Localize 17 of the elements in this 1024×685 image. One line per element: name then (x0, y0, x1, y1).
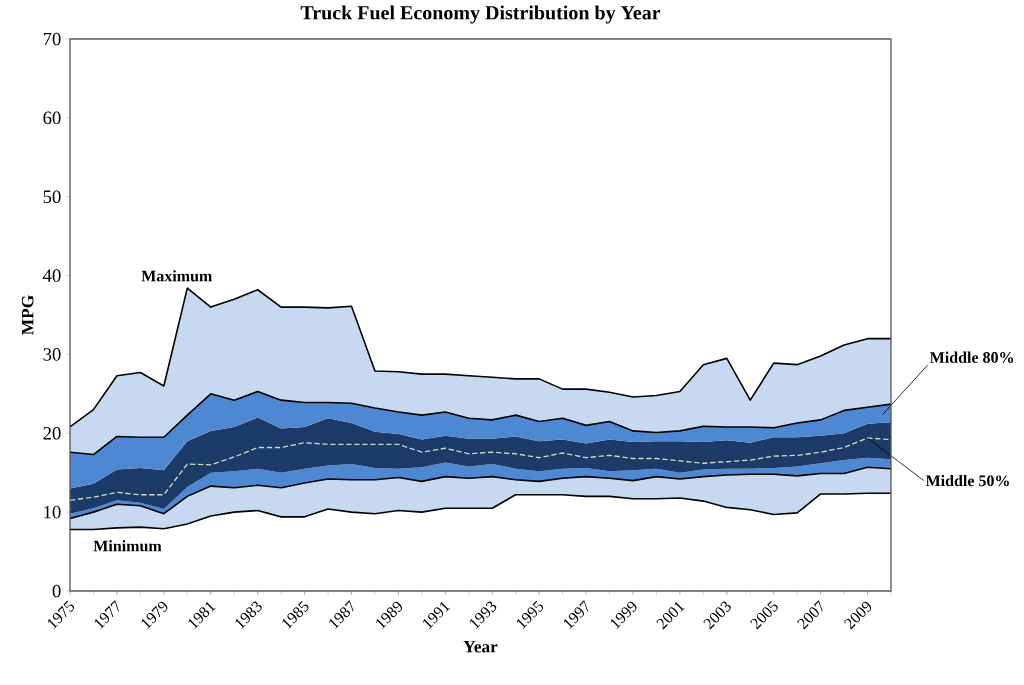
annotation: Minimum (93, 540, 162, 552)
x-tick-label: 1991 (423, 601, 451, 629)
y-tick-label: 20 (43, 426, 61, 440)
text: Middle 80% (929, 351, 1014, 363)
y-tick-label: 50 (43, 190, 61, 204)
y-tick-label: 40 (42, 269, 61, 282)
y-tick-label: 60 (43, 111, 61, 125)
annotation: Middle 50% (925, 474, 1009, 487)
y-tick-label: 70 (43, 32, 61, 46)
y-tick-label: 0 (52, 584, 61, 598)
y-tick-label: 30 (43, 348, 61, 361)
annotation: Maximum (141, 270, 213, 282)
y-axis-title: MPG (21, 295, 34, 335)
chart-title: Truck Fuel Economy Distribution by Year (300, 5, 661, 24)
x-axis-title: Year (463, 641, 498, 653)
y-tick-label: 10 (44, 505, 61, 519)
x-tick-label: 1981 (188, 602, 216, 629)
